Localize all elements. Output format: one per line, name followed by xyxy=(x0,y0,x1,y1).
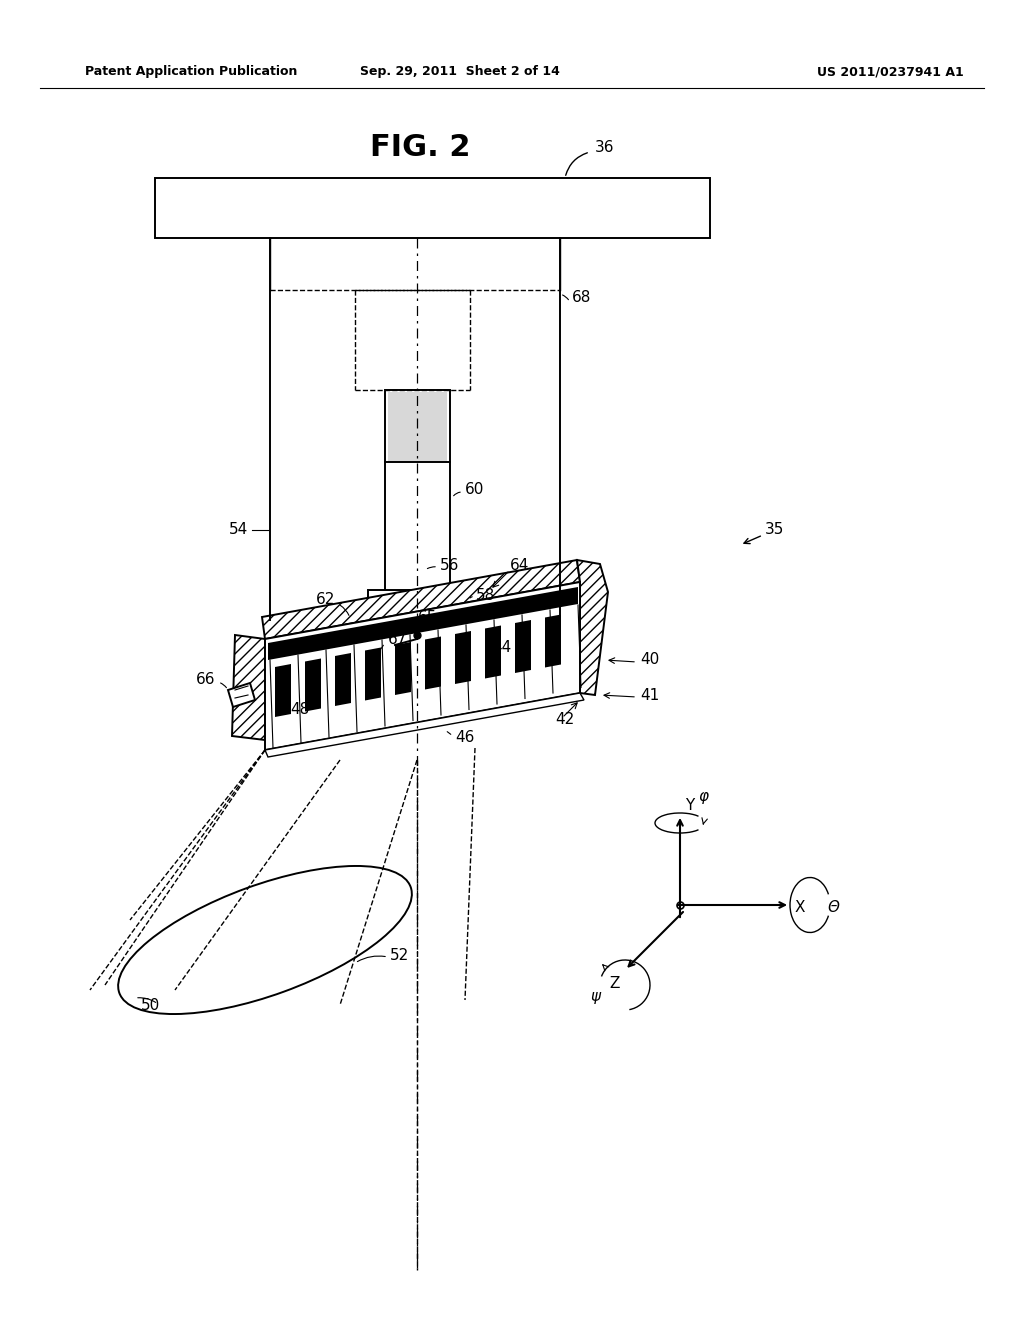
Polygon shape xyxy=(335,653,351,706)
Text: 40: 40 xyxy=(640,652,659,668)
Text: Y: Y xyxy=(685,797,694,813)
Text: 64: 64 xyxy=(510,557,529,573)
Bar xyxy=(155,178,710,238)
Text: 41: 41 xyxy=(640,688,659,702)
Text: Sep. 29, 2011  Sheet 2 of 14: Sep. 29, 2011 Sheet 2 of 14 xyxy=(360,66,560,78)
Text: 56: 56 xyxy=(440,557,460,573)
Polygon shape xyxy=(545,615,561,668)
Polygon shape xyxy=(265,693,584,756)
Text: 35: 35 xyxy=(765,523,784,537)
Text: 54: 54 xyxy=(228,523,248,537)
Text: 58: 58 xyxy=(476,587,496,602)
Polygon shape xyxy=(485,626,501,678)
Text: ψ: ψ xyxy=(590,990,600,1005)
Text: 46: 46 xyxy=(455,730,474,746)
Bar xyxy=(368,590,468,632)
Polygon shape xyxy=(275,664,291,717)
Text: US 2011/0237941 A1: US 2011/0237941 A1 xyxy=(816,66,964,78)
Polygon shape xyxy=(265,582,580,750)
Polygon shape xyxy=(232,635,265,741)
Text: Z: Z xyxy=(610,975,621,990)
Text: 50: 50 xyxy=(140,998,160,1012)
Polygon shape xyxy=(455,631,471,684)
Polygon shape xyxy=(395,642,411,696)
Text: FIG. 2: FIG. 2 xyxy=(370,133,470,162)
Polygon shape xyxy=(262,560,580,639)
Text: 66: 66 xyxy=(196,672,215,688)
Text: X: X xyxy=(795,900,806,915)
Text: Patent Application Publication: Patent Application Publication xyxy=(85,66,297,78)
Text: Θ: Θ xyxy=(828,899,840,915)
Polygon shape xyxy=(305,659,321,711)
Polygon shape xyxy=(268,587,578,660)
Polygon shape xyxy=(425,636,441,689)
Text: 67: 67 xyxy=(388,632,408,648)
Bar xyxy=(385,389,450,624)
Polygon shape xyxy=(228,682,255,708)
Text: φ: φ xyxy=(698,789,708,804)
Text: 52: 52 xyxy=(390,948,410,962)
Text: 42: 42 xyxy=(555,713,574,727)
Text: 65: 65 xyxy=(418,610,437,626)
Bar xyxy=(388,392,447,462)
Text: 48: 48 xyxy=(290,702,309,718)
Polygon shape xyxy=(515,620,531,673)
Text: 62: 62 xyxy=(315,593,335,607)
Text: 44: 44 xyxy=(492,640,511,656)
Polygon shape xyxy=(577,560,608,696)
Text: 60: 60 xyxy=(465,483,484,498)
Polygon shape xyxy=(365,648,381,701)
Text: 68: 68 xyxy=(572,290,592,305)
Text: 36: 36 xyxy=(595,140,614,156)
